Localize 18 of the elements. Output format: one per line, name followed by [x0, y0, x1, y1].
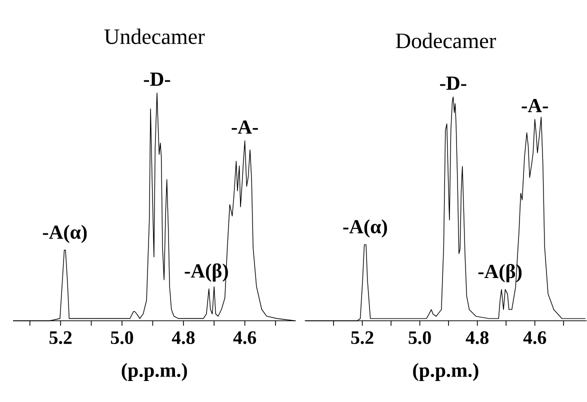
annotation: -D-	[440, 76, 466, 90]
chart-title: Dodecamer	[396, 33, 496, 48]
x-tick-label: 5.2	[50, 331, 72, 344]
annotation: -A(α)	[42, 225, 87, 244]
annotation: -D-	[144, 72, 170, 86]
annotation: -A(α)	[343, 220, 387, 238]
x-tick-label: 4.8	[466, 331, 489, 344]
x-tick-label: 4.6	[523, 331, 546, 344]
annotation: -A-	[232, 120, 258, 134]
x-tick-label: 5.2	[351, 331, 374, 344]
x-tick-label: 5.0	[408, 331, 431, 344]
x-tick-label: 5.0	[110, 331, 134, 344]
annotation: -A-	[522, 99, 548, 112]
chart-title: Undecamer	[104, 28, 205, 44]
x-axis-title: (p.p.m.)	[122, 363, 187, 382]
x-axis-title: (p.p.m.)	[413, 363, 478, 382]
x-tick-label: 4.6	[233, 331, 256, 344]
x-tick-label: 4.8	[172, 331, 195, 344]
